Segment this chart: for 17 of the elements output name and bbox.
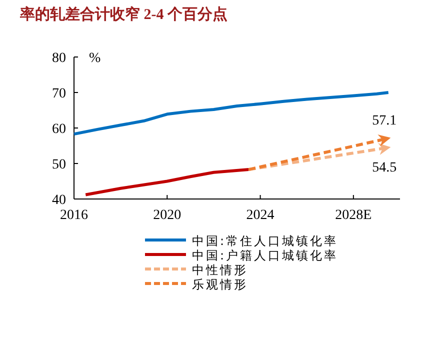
y-tick-label: 70 [52, 86, 66, 102]
chart-title: 率的轧差合计收窄 2-4 个百分点 [19, 5, 228, 23]
x-tick-label: 2028E [335, 208, 372, 223]
legend-label: 中国:常住人口城镇化率 [192, 234, 338, 248]
legend-label: 乐观情形 [192, 278, 248, 292]
y-tick-label: 60 [52, 122, 66, 137]
y-tick-label: 50 [52, 158, 66, 172]
legend-label: 中国:户籍人口城镇化率 [192, 248, 338, 262]
x-tick-label: 2024 [246, 208, 274, 223]
y-tick-label: 80 [52, 51, 66, 66]
annotation: 57.1 [372, 113, 397, 128]
legend-label: 中性情形 [192, 263, 248, 277]
x-tick-label: 2020 [153, 208, 182, 223]
x-tick-label: 2016 [60, 208, 88, 223]
y-axis-title: % [89, 51, 101, 66]
y-tick-label: 40 [52, 193, 66, 208]
annotation: 54.5 [372, 160, 397, 176]
